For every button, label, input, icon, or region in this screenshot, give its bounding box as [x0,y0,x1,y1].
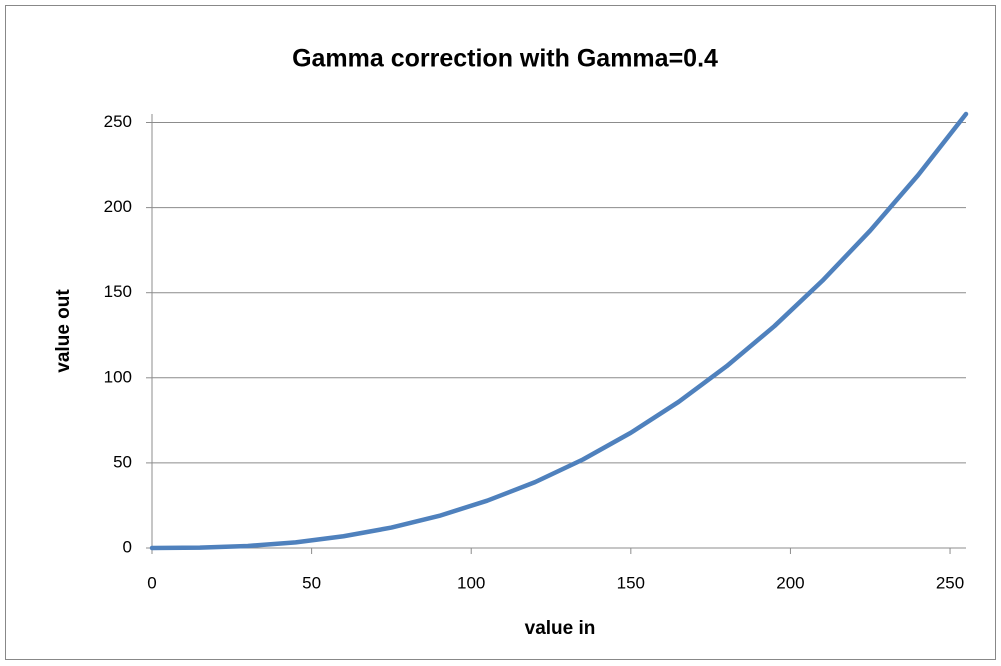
y-tick-label: 0 [123,537,132,556]
x-tick-label: 50 [302,573,321,592]
data-line [149,111,969,551]
y-tick-label: 100 [104,367,132,386]
y-tick-label: 250 [104,112,132,131]
y-tick-label: 150 [104,282,132,301]
y-axis-title: value out [53,289,74,373]
chart-border [5,5,996,660]
x-tick-label: 100 [457,573,485,592]
y-tick-label: 50 [113,452,132,471]
x-tick-label: 250 [936,573,964,592]
x-axis-title: value in [525,618,596,639]
y-tick-label: 200 [104,197,132,216]
chart-title: Gamma correction with Gamma=0.4 [292,45,718,73]
x-tick-label: 150 [617,573,645,592]
x-tick-label: 200 [776,573,804,592]
x-tick-label: 0 [147,573,156,592]
